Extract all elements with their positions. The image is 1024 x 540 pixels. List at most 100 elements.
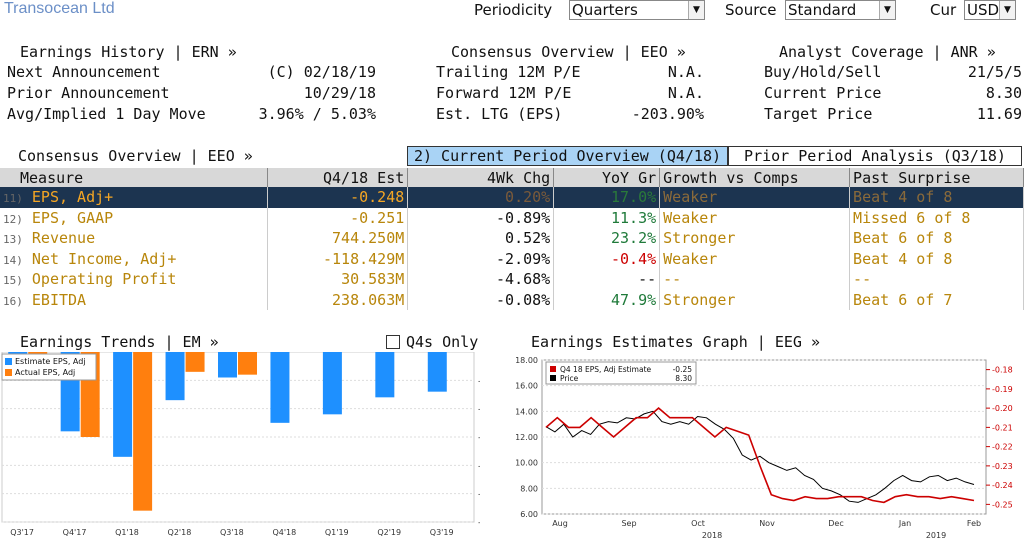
right-y-tick-label: -0.22: [992, 443, 1013, 452]
source-select[interactable]: Standard ▼: [785, 0, 896, 20]
bar-estimate: [113, 352, 133, 457]
left-y-tick-label: 16.00: [515, 382, 538, 391]
left-y-tick-label: 6.00: [520, 510, 538, 519]
x-tick-label: Q2'19: [377, 528, 401, 537]
currency-label: Cur: [930, 1, 957, 19]
x-tick-label: Q4'18: [272, 528, 296, 537]
x-tick-label: Feb: [967, 519, 981, 528]
chg-cell: -4.68%: [407, 269, 555, 290]
chevron-down-icon[interactable]: ▼: [688, 1, 704, 19]
yoy-cell: 23.2%: [553, 228, 661, 249]
table-row[interactable]: 12) EPS, GAAP -0.251 -0.89% 11.3% Weaker…: [0, 207, 1024, 228]
prior-announcement-value: 10/29/18: [303, 84, 376, 102]
trailing-pe-value: N.A.: [667, 63, 704, 81]
x-tick-label: Sep: [621, 519, 636, 528]
series-line-price: [545, 410, 975, 503]
x-year-label: 2019: [926, 531, 946, 540]
security-title[interactable]: Transocean Ltd: [4, 0, 115, 17]
legend-box: [1, 353, 97, 381]
prior-announcement-label: Prior Announcement: [7, 84, 170, 102]
chevron-down-icon[interactable]: ▼: [879, 1, 895, 19]
column-header-comps[interactable]: Growth vs Comps: [659, 168, 851, 187]
target-price-label: Target Price: [764, 105, 873, 123]
legend-box: [545, 361, 697, 385]
chg-cell: -0.08%: [407, 289, 555, 310]
legend-value: 8.30: [675, 374, 692, 383]
measure-cell: 16) EBITDA: [0, 289, 269, 310]
surprise-cell: Beat 4 of 8: [849, 248, 1024, 269]
measure-cell: 14) Net Income, Adj+: [0, 248, 269, 269]
column-header-yoy[interactable]: YoY Gr: [553, 168, 661, 187]
right-y-tick-label: -0.24: [992, 481, 1013, 490]
q4s-only-checkbox[interactable]: [386, 335, 400, 349]
table-row[interactable]: 16) EBITDA 238.063M -0.08% 47.9% Stronge…: [0, 289, 1024, 310]
right-y-tick-label: -0.19: [992, 385, 1013, 394]
column-header-measure[interactable]: Measure: [0, 168, 269, 187]
left-y-tick-label: 14.00: [515, 407, 538, 416]
comps-cell: --: [659, 269, 851, 290]
chg-cell: -2.09%: [407, 248, 555, 269]
legend-swatch: [550, 375, 556, 381]
x-tick-label: Aug: [552, 519, 568, 528]
buy-hold-sell-label: Buy/Hold/Sell: [764, 63, 882, 81]
buy-hold-sell-value: 21/5/5: [967, 63, 1022, 81]
table-row[interactable]: 11) EPS, Adj+ -0.248 0.20% 17.0% Weaker …: [0, 187, 1024, 208]
comps-cell: Weaker: [659, 207, 851, 228]
yoy-cell: --: [553, 269, 661, 290]
bar-actual: [238, 352, 257, 375]
yoy-cell: 17.0%: [553, 187, 661, 208]
estimates-graph-header[interactable]: Earnings Estimates Graph | EEG »: [531, 333, 820, 351]
table-row[interactable]: 14) Net Income, Adj+ -118.429M -2.09% -0…: [0, 248, 1024, 269]
measure-cell: 15) Operating Profit: [0, 269, 269, 290]
surprise-cell: Beat 6 of 7: [849, 289, 1024, 310]
right-y-tick-label: -0.18: [992, 366, 1013, 375]
comps-cell: Weaker: [659, 248, 851, 269]
table-row[interactable]: 15) Operating Profit 30.583M -4.68% -- -…: [0, 269, 1024, 290]
column-header-est[interactable]: Q4/18 Est: [267, 168, 409, 187]
bar-actual: [133, 352, 153, 511]
x-year-label: 2018: [702, 531, 722, 540]
next-announcement-value: (C) 02/18/19: [267, 63, 376, 81]
chg-cell: -0.89%: [407, 207, 555, 228]
column-header-surprise[interactable]: Past Surprise: [849, 168, 1024, 187]
currency-select[interactable]: USD ▼: [964, 0, 1016, 20]
chg-cell: 0.20%: [407, 187, 555, 208]
surprise-cell: --: [849, 269, 1024, 290]
surprise-cell: Missed 6 of 8: [849, 207, 1024, 228]
x-tick-label: Q1'18: [115, 528, 139, 537]
consensus-table-header[interactable]: Consensus Overview | EEO »: [18, 147, 253, 165]
left-y-tick-label: 18.00: [515, 356, 538, 365]
column-header-chg[interactable]: 4Wk Chg: [407, 168, 555, 187]
analyst-coverage-header[interactable]: Analyst Coverage | ANR »: [779, 43, 996, 61]
consensus-overview-header[interactable]: Consensus Overview | EEO »: [451, 43, 686, 61]
yoy-cell: 47.9%: [553, 289, 661, 310]
table-row[interactable]: 13) Revenue 744.250M 0.52% 23.2% Stronge…: [0, 228, 1024, 249]
right-y-tick-label: -0.20: [992, 404, 1013, 413]
q4s-only-label: Q4s Only: [406, 333, 479, 351]
periodicity-select[interactable]: Quarters ▼: [569, 0, 705, 20]
consensus-table: Measure Q4/18 Est 4Wk Chg YoY Gr Growth …: [0, 168, 1024, 310]
x-tick-label: Q2'18: [168, 528, 192, 537]
right-y-tick-label: -0.25: [992, 500, 1013, 509]
earnings-history-header[interactable]: Earnings History | ERN »: [20, 43, 237, 61]
y-tick-label: -0.60: [478, 518, 480, 527]
series-line-estimate: [545, 407, 975, 504]
bar-estimate: [375, 352, 395, 398]
chevron-down-icon[interactable]: ▼: [999, 1, 1015, 19]
y-tick-label: -0.40: [478, 461, 480, 470]
earnings-trends-header[interactable]: Earnings Trends | EM »: [20, 333, 219, 351]
legend-label: Price: [560, 374, 579, 383]
est-cell: -0.251: [267, 207, 409, 228]
tab-prior-period[interactable]: Prior Period Analysis (Q3/18): [728, 146, 1022, 166]
periodicity-value: Quarters: [572, 1, 638, 19]
left-y-tick-label: 12.00: [515, 433, 538, 442]
bar-estimate: [270, 352, 290, 423]
bar-estimate: [165, 352, 185, 401]
tab-current-period[interactable]: 2) Current Period Overview (Q4/18): [407, 146, 728, 166]
legend-label: Estimate EPS, Adj: [15, 357, 86, 366]
legend-label: Actual EPS, Adj: [15, 368, 75, 377]
comps-cell: Stronger: [659, 228, 851, 249]
est-cell: 744.250M: [267, 228, 409, 249]
x-tick-label: Q3'17: [10, 528, 34, 537]
chg-cell: 0.52%: [407, 228, 555, 249]
